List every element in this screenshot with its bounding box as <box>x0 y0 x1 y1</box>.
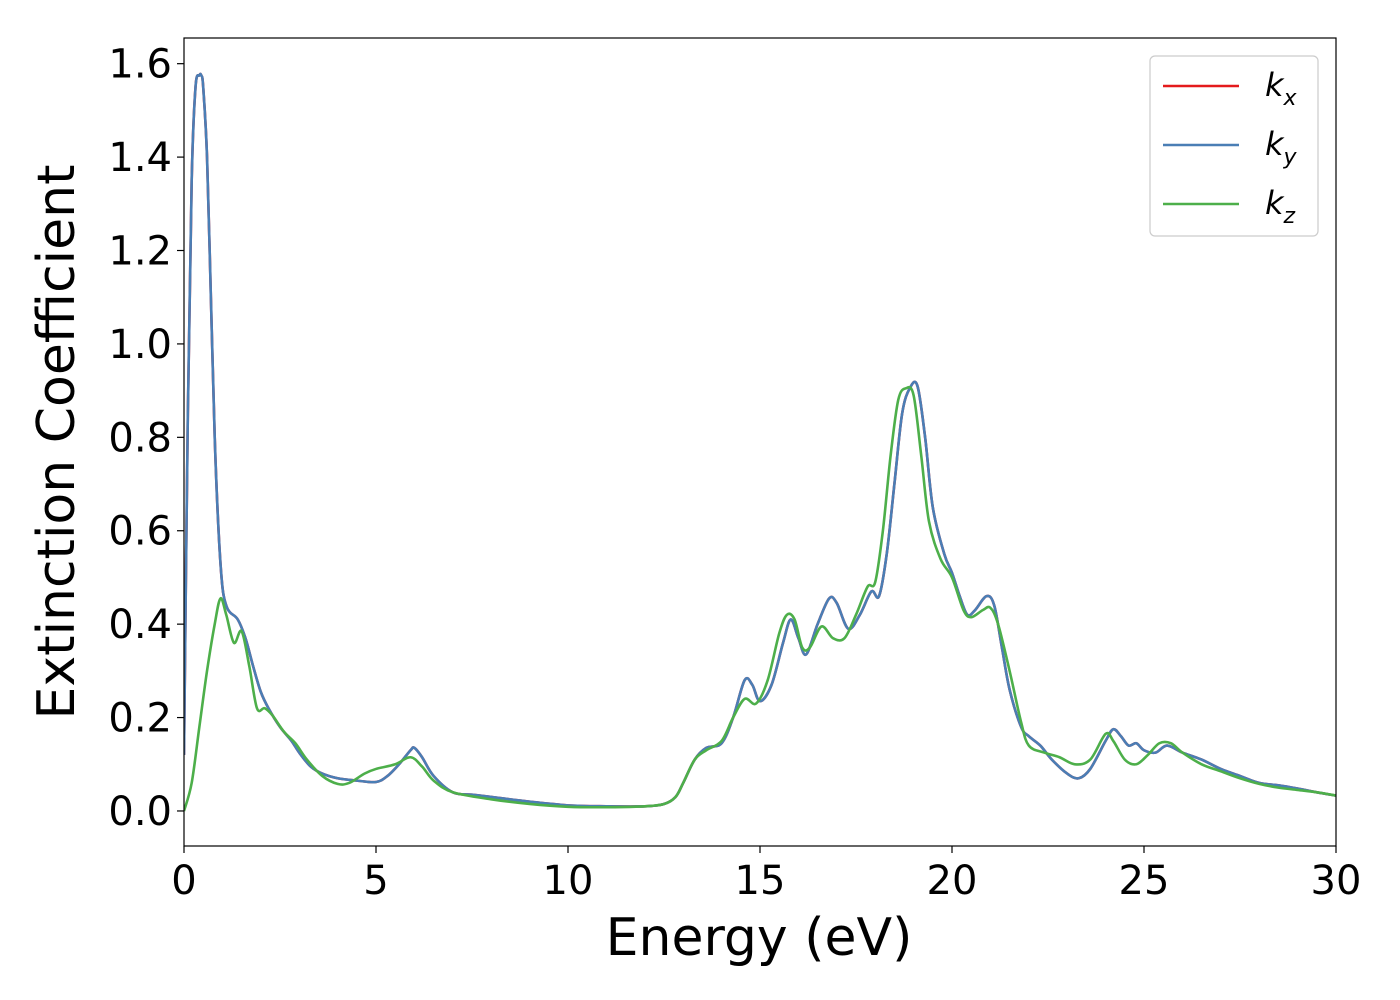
x-tick-label: 0 <box>171 858 196 904</box>
y-tick-label: 1.4 <box>108 135 172 181</box>
y-tick-label: 1.6 <box>108 42 172 88</box>
legend: kx ky kz <box>1149 55 1319 237</box>
x-tick-label: 10 <box>543 858 594 904</box>
y-tick-label: 0.8 <box>108 415 172 461</box>
x-tick-label: 25 <box>1119 858 1170 904</box>
series-layer <box>184 72 1336 812</box>
series-line-z <box>184 385 1336 812</box>
y-tick-label: 0.0 <box>108 789 172 835</box>
legend-label-x: kx <box>1265 66 1298 111</box>
y-tick-label: 1.2 <box>108 229 172 275</box>
y-tick-label: 0.6 <box>108 509 172 555</box>
y-axis-title: Extinction Coefficient <box>27 165 87 720</box>
y-tick-label: 1.0 <box>108 322 172 368</box>
x-axis-ticks: 0 5 10 15 20 25 30 <box>171 846 1361 904</box>
x-tick-label: 5 <box>363 858 388 904</box>
x-axis-title: Energy (eV) <box>606 908 913 968</box>
y-axis-ticks: 0.0 0.2 0.4 0.6 0.8 1.0 1.2 1.4 1.6 <box>108 42 184 835</box>
series-line-y <box>184 72 1336 808</box>
legend-label-z: kz <box>1265 184 1296 229</box>
x-tick-label: 15 <box>735 858 786 904</box>
legend-label-y: ky <box>1265 125 1298 170</box>
y-tick-label: 0.4 <box>108 602 172 648</box>
x-tick-label: 20 <box>927 858 978 904</box>
y-tick-label: 0.2 <box>108 696 172 742</box>
x-tick-label: 30 <box>1311 858 1362 904</box>
